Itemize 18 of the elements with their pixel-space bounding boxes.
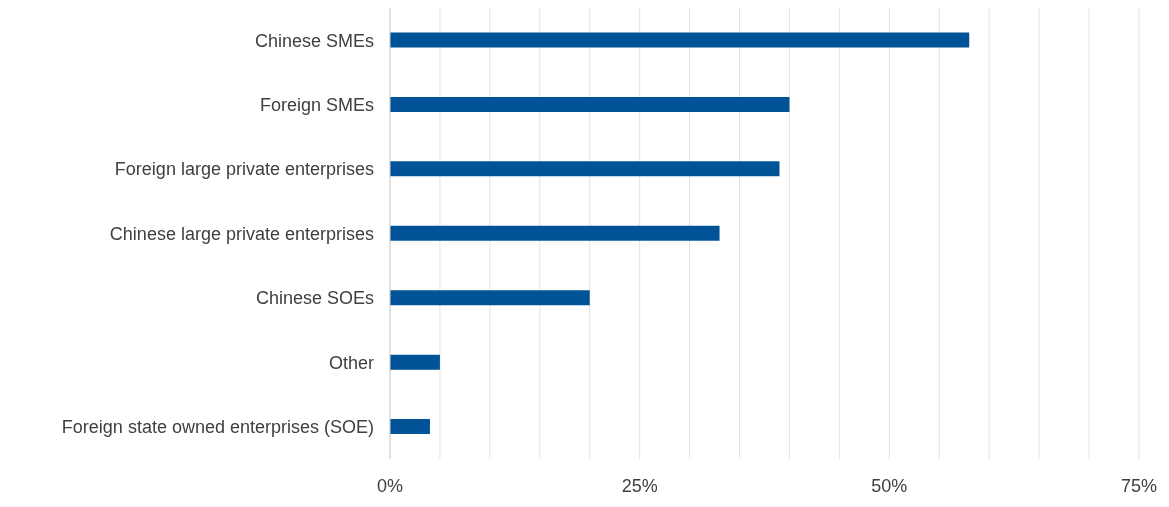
x-tick-label: 25% <box>621 475 658 496</box>
bar <box>390 161 780 177</box>
y-tick-label: Chinese large private enterprises <box>109 223 374 244</box>
bar <box>390 290 590 306</box>
y-tick-label: Chinese SOEs <box>255 288 374 309</box>
y-tick-label: Foreign SMEs <box>259 95 374 116</box>
y-tick-label: Other <box>328 352 374 373</box>
y-tick-label: Chinese SMEs <box>254 30 374 51</box>
x-tick-label: 0% <box>376 475 404 496</box>
bar <box>390 225 720 241</box>
bar <box>390 32 970 48</box>
x-tick-label: 50% <box>871 475 908 496</box>
y-tick-label: Foreign large private enterprises <box>114 159 374 180</box>
bar <box>390 354 440 370</box>
y-tick-label: Foreign state owned enterprises (SOE) <box>61 417 374 438</box>
bar <box>390 419 430 435</box>
x-tick-label: 75% <box>1120 475 1158 496</box>
bar <box>390 96 790 112</box>
